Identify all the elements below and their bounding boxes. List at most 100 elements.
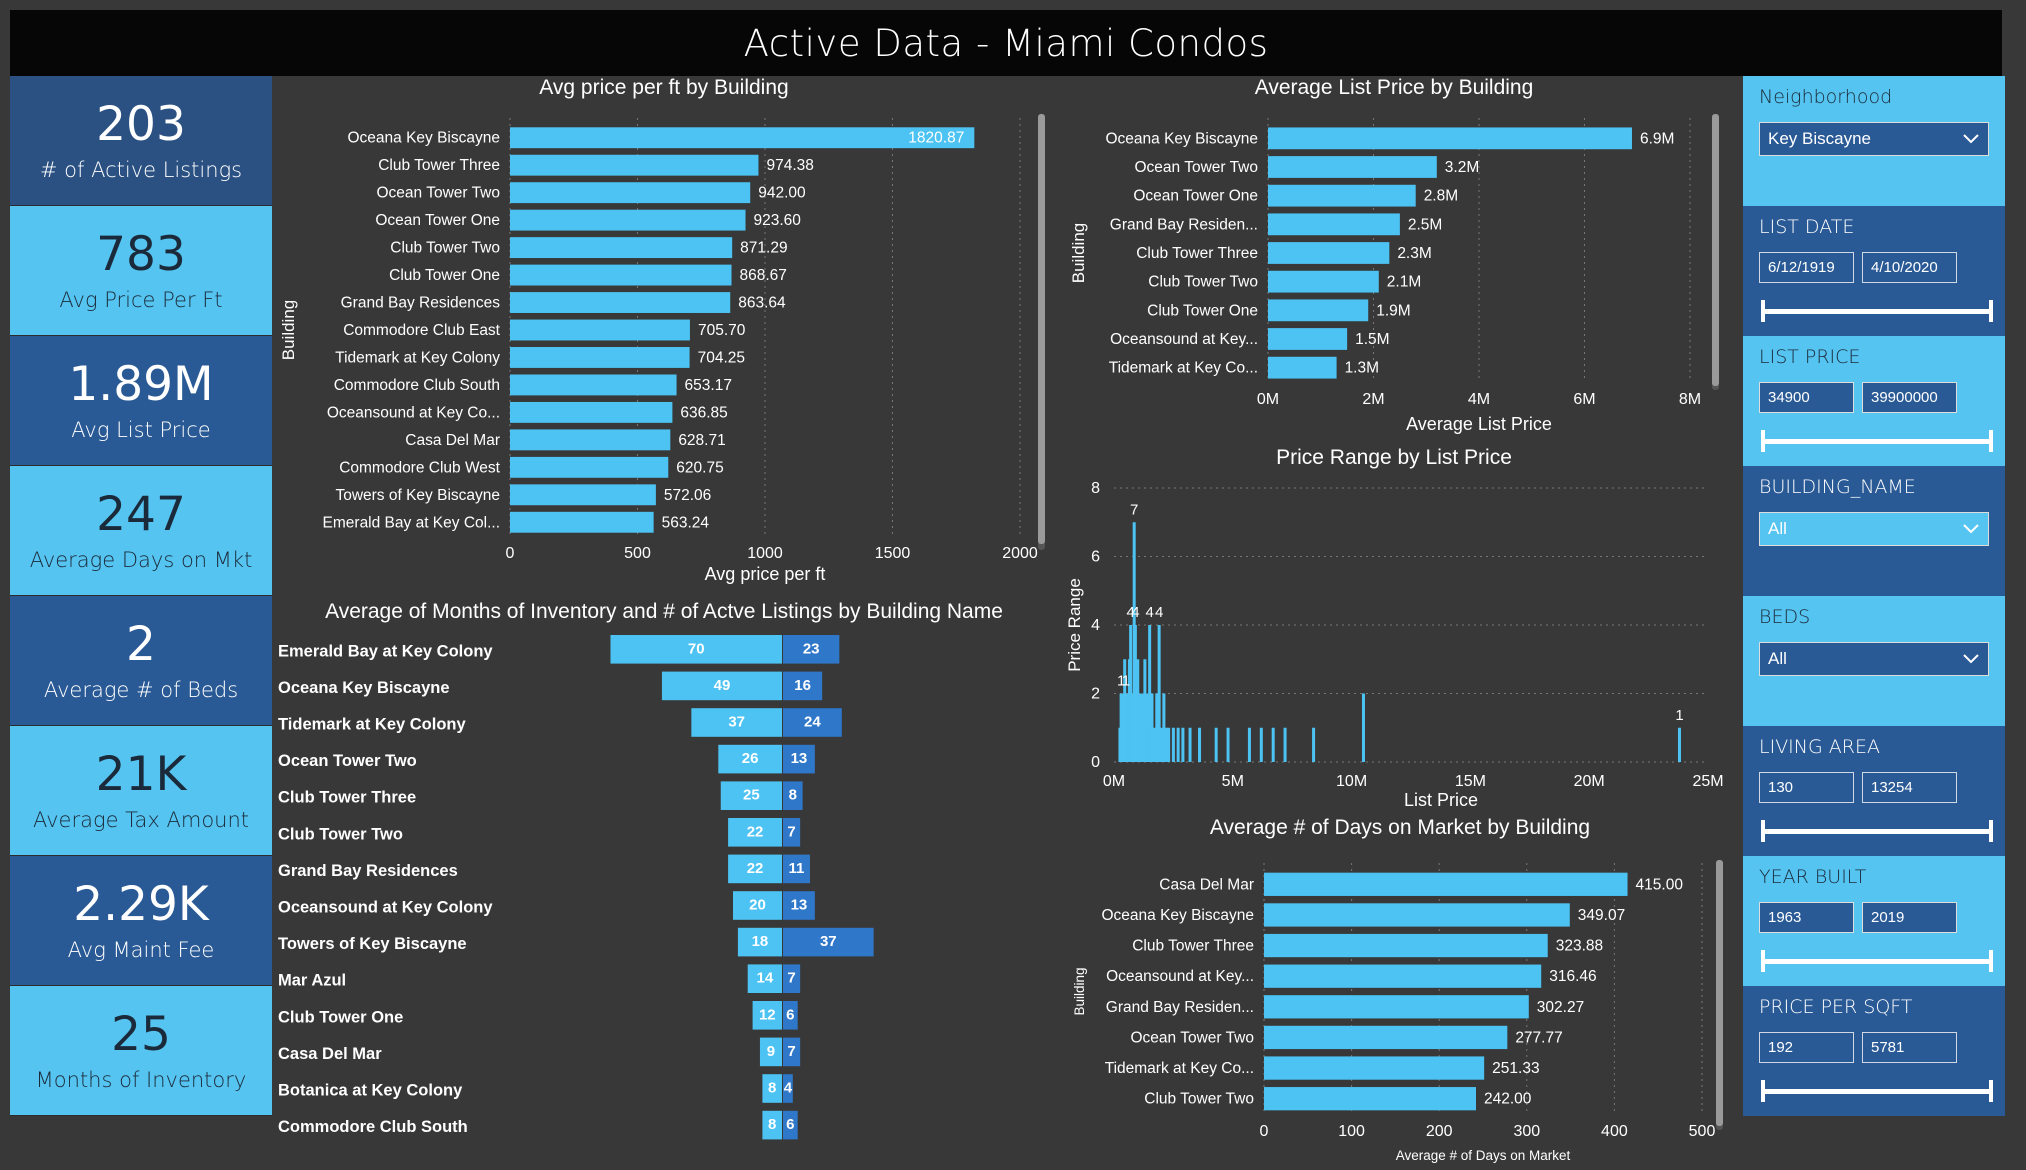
kpi-avg-tax[interactable]: 21K Average Tax Amount — [10, 726, 272, 856]
kpi-avg-maint-fee[interactable]: 2.29K Avg Maint Fee — [10, 856, 272, 986]
slicer-title: BUILDING_NAME — [1759, 476, 1916, 498]
neighborhood-dropdown[interactable]: Key Biscayne — [1759, 122, 1989, 156]
chart-avg-list-price[interactable]: Average List Price by Building 0M 2M 4M 6M 8M… — [1062, 76, 1743, 436]
bar — [1143, 659, 1147, 762]
price-per-sqft-slider[interactable] — [1761, 1080, 1993, 1102]
beds-dropdown[interactable]: All — [1759, 642, 1989, 676]
x-tick-label: 1000 — [747, 545, 783, 562]
kpi-value: 2.29K — [73, 876, 209, 932]
bar — [1181, 727, 1185, 762]
price-per-sqft-max-input[interactable]: 5781 — [1862, 1032, 1957, 1063]
kpi-active-listings[interactable]: 203 # of Active Listings — [10, 76, 272, 206]
slicer-title: Neighborhood — [1759, 86, 1893, 108]
data-label: 242.00 — [1484, 1091, 1532, 1108]
x-tick-label: 8M — [1679, 391, 1701, 408]
year-built-max-input[interactable]: 2019 — [1862, 902, 1957, 933]
bar — [728, 854, 782, 884]
kpi-months-inventory[interactable]: 25 Months of Inventory — [10, 986, 272, 1116]
list-date-min-input[interactable]: 6/12/1919 — [1759, 252, 1854, 283]
slider-handle-min[interactable] — [1761, 300, 1765, 322]
chart-price-range[interactable]: Price Range by List Price 0 2 4 6 8 0M 5M 10M 15M… — [1062, 440, 1743, 810]
kpi-label: Avg List Price — [71, 418, 211, 443]
category-label: Club Tower Three — [1136, 245, 1258, 262]
category-label: Casa Del Mar — [405, 432, 500, 449]
chart-days-on-market[interactable]: Average # of Days on Market by Building 0… — [1062, 812, 1743, 1166]
category-label: Club Tower Three — [278, 789, 416, 807]
dropdown-value: All — [1768, 649, 1787, 668]
data-label: 923.60 — [754, 212, 802, 229]
data-label: 12 — [759, 1006, 776, 1023]
x-tick-label: 2000 — [1002, 545, 1038, 562]
bar — [610, 635, 782, 664]
chart-title: Average List Price by Building — [1255, 76, 1534, 99]
living-area-slider[interactable] — [1761, 820, 1993, 842]
category-label: Club Tower Three — [378, 157, 500, 174]
category-label: Ocean Tower One — [1133, 188, 1258, 205]
kpi-avg-price-per-ft[interactable]: 783 Avg Price Per Ft — [10, 206, 272, 336]
building-name-dropdown[interactable]: All — [1759, 512, 1989, 546]
x-tick-label: 25M — [1692, 773, 1723, 790]
living-area-max-input[interactable]: 13254 — [1862, 772, 1957, 803]
x-tick-label: 5M — [1222, 773, 1244, 790]
data-label: 23 — [803, 640, 820, 657]
x-tick-label: 100 — [1338, 1123, 1365, 1140]
data-label: 4 — [1145, 604, 1153, 621]
slider-handle-max[interactable] — [1989, 820, 1993, 842]
bar — [783, 781, 803, 810]
scrollbar-thumb[interactable] — [1712, 114, 1719, 386]
slicer-price-per-sqft: PRICE PER SQFT 192 5781 — [1743, 986, 2005, 1116]
bar — [661, 671, 782, 701]
scrollbar-thumb[interactable] — [1716, 860, 1723, 1126]
slider-handle-max[interactable] — [1989, 950, 1993, 972]
chart-avg-price-per-ft[interactable]: Avg price per ft by Building 0 500 1000 1500… — [272, 76, 1062, 596]
slider-handle-max[interactable] — [1989, 430, 1993, 452]
chart-months-inventory[interactable]: Average of Months of Inventory and # of … — [272, 596, 1062, 1140]
list-price-slider[interactable] — [1761, 430, 1993, 452]
data-label: 974.38 — [766, 157, 813, 174]
kpi-avg-beds[interactable]: 2 Average # of Beds — [10, 596, 272, 726]
list-price-min-input[interactable]: 34900 — [1759, 382, 1854, 413]
slider-handle-min[interactable] — [1761, 430, 1765, 452]
living-area-min-input[interactable]: 130 — [1759, 772, 1854, 803]
category-label: Oceana Key Biscayne — [278, 679, 450, 697]
bar — [1268, 156, 1437, 178]
list-date-max-input[interactable]: 4/10/2020 — [1862, 252, 1957, 283]
bar — [510, 264, 732, 286]
bar — [510, 347, 690, 368]
list-price-max-input[interactable]: 39900000 — [1862, 382, 1957, 413]
price-per-sqft-min-input[interactable]: 192 — [1759, 1032, 1854, 1063]
slider-handle-min[interactable] — [1761, 820, 1765, 842]
data-label: 49 — [714, 677, 731, 694]
list-date-slider[interactable] — [1761, 300, 1993, 322]
category-label: Commodore Club South — [278, 1118, 468, 1136]
bar — [510, 182, 751, 204]
year-built-min-input[interactable]: 1963 — [1759, 902, 1854, 933]
slider-handle-min[interactable] — [1761, 1080, 1765, 1102]
bar — [762, 1110, 782, 1140]
bar — [1268, 127, 1632, 150]
bar — [510, 127, 975, 149]
x-tick-label: 500 — [624, 545, 651, 562]
bar — [762, 1074, 782, 1103]
x-axis-label: Average # of Days on Market — [1396, 1148, 1571, 1163]
category-label: Mar Azul — [278, 972, 346, 990]
bar — [510, 292, 731, 313]
data-label: 323.88 — [1556, 938, 1603, 955]
slider-handle-min[interactable] — [1761, 950, 1765, 972]
kpi-avg-list-price[interactable]: 1.89M Avg List Price — [10, 336, 272, 466]
scrollbar-thumb[interactable] — [1038, 114, 1045, 544]
x-tick-label: 0M — [1103, 773, 1125, 790]
category-label: Tidemark at Key Colony — [278, 716, 466, 734]
kpi-avg-days-on-market[interactable]: 247 Average Days on Mkt — [10, 466, 272, 596]
year-built-slider[interactable] — [1761, 950, 1993, 972]
category-label: Tidemark at Key Co... — [1105, 1060, 1254, 1077]
bar — [510, 429, 671, 451]
category-label: Grand Bay Residen... — [1106, 999, 1254, 1016]
category-label: Casa Del Mar — [278, 1045, 382, 1063]
slider-handle-max[interactable] — [1989, 300, 1993, 322]
x-tick-label: 500 — [1689, 1123, 1716, 1140]
slider-handle-max[interactable] — [1989, 1080, 1993, 1102]
data-label: 7 — [787, 823, 795, 840]
slicer-title: BEDS — [1759, 606, 1811, 628]
category-label: Club Tower Two — [1148, 274, 1258, 291]
